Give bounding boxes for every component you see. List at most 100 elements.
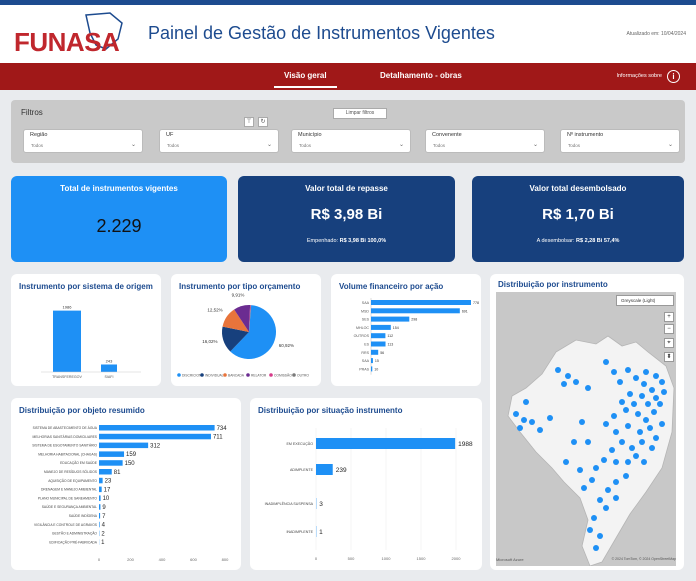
tick-label: VIGILÂNCIA E CONTROLE DE AGRAVOS bbox=[34, 523, 98, 527]
map-layer-chip[interactable]: Greyscale (Light) bbox=[616, 295, 674, 306]
data-label: 778 bbox=[473, 301, 479, 305]
map-point bbox=[659, 379, 665, 385]
kpi-value: R$ 3,98 Bi bbox=[310, 206, 383, 223]
kpi-value: R$ 1,70 Bi bbox=[542, 206, 614, 223]
map-canvas[interactable]: Greyscale (Light) + − ⌖ ⬍ bbox=[496, 292, 676, 566]
map-point bbox=[647, 425, 653, 431]
tick-label: AQUISIÇÃO DE EQUIPAMENTO bbox=[48, 478, 97, 483]
map-point bbox=[555, 367, 561, 373]
tick-label: SES bbox=[362, 318, 370, 322]
map-title: Distribuição por instrumento bbox=[498, 280, 608, 289]
filter-value: Todos bbox=[433, 143, 446, 148]
map-point bbox=[613, 429, 619, 435]
map-point bbox=[605, 487, 611, 493]
map-point bbox=[649, 445, 655, 451]
map-point bbox=[537, 427, 543, 433]
filter-icon[interactable]: ⊤ bbox=[244, 117, 254, 127]
locate-icon[interactable]: ⌖ bbox=[664, 338, 674, 348]
data-label: 691 bbox=[462, 309, 468, 313]
legend-marker bbox=[269, 373, 273, 377]
map-point bbox=[619, 399, 625, 405]
pie-slice-relator bbox=[234, 305, 251, 332]
kpi-sub-value: R$ 2,28 Bi 57,4% bbox=[576, 238, 620, 244]
map-point bbox=[639, 393, 645, 399]
map-credit: Microsoft Azure bbox=[496, 557, 524, 562]
map-point bbox=[613, 479, 619, 485]
info-label[interactable]: Informações sobre bbox=[616, 73, 662, 79]
tab-detalhamento-obras[interactable]: Detalhamento - obras bbox=[380, 71, 462, 80]
panel-volume-acao: Volume financeiro por ação SAA 778 MSD 691 S… bbox=[331, 274, 481, 386]
data-label: 239 bbox=[336, 467, 347, 474]
info-icon[interactable]: i bbox=[667, 70, 680, 83]
tick-label: EDIFICAÇÃO PRÉ-FABRICADA bbox=[49, 539, 97, 544]
map-point bbox=[563, 459, 569, 465]
map-point bbox=[565, 373, 571, 379]
map-point bbox=[653, 395, 659, 401]
data-label: 1 bbox=[319, 529, 323, 536]
data-label: 243 bbox=[106, 358, 113, 363]
map-point bbox=[517, 425, 523, 431]
bar bbox=[371, 358, 373, 364]
bar bbox=[371, 316, 410, 322]
pie-slice-discricion bbox=[230, 305, 276, 359]
map-point bbox=[603, 505, 609, 511]
kpi-title: Valor total desembolsado bbox=[529, 184, 627, 193]
top-accent-bar bbox=[0, 0, 696, 5]
filter-value: Todos bbox=[31, 143, 44, 148]
filters-title: Filtros bbox=[21, 108, 43, 117]
bar bbox=[371, 300, 471, 305]
filter-numero-instrumento[interactable]: Nº instrumento Todos ⌄ bbox=[560, 129, 680, 153]
legend-label: OUTRO bbox=[297, 374, 309, 378]
map-point bbox=[547, 415, 553, 421]
bar bbox=[371, 366, 373, 372]
map-point bbox=[653, 373, 659, 379]
tick-label: SAÚDE INDÍGENA bbox=[69, 514, 98, 518]
tick-label: ADIMPLENTE bbox=[290, 468, 314, 472]
legend-label: DISCRICION bbox=[182, 374, 202, 378]
filter-uf[interactable]: ⊤ ↻ UF Todos ⌄ bbox=[159, 117, 279, 153]
data-label: 56 bbox=[380, 351, 384, 355]
tick-label: MELHORIAS SANITÁRIAS DOMICILIARES bbox=[33, 435, 98, 439]
bar bbox=[99, 486, 102, 493]
brazil-map bbox=[507, 335, 675, 566]
zoom-in-icon[interactable]: + bbox=[664, 312, 674, 322]
data-label: 150 bbox=[125, 461, 136, 467]
filter-value: Todos bbox=[299, 143, 312, 148]
kpi-subtext: Empenhado: R$ 3,98 Bi 100,0% bbox=[238, 238, 455, 244]
legend-marker bbox=[223, 373, 227, 377]
filter-municipio[interactable]: Município Todos ⌄ bbox=[291, 129, 411, 153]
reset-icon[interactable]: ↻ bbox=[258, 117, 268, 127]
map-point bbox=[561, 381, 567, 387]
map-point bbox=[597, 533, 603, 539]
map-point bbox=[591, 515, 597, 521]
legend-marker bbox=[200, 373, 204, 377]
data-label: 2 bbox=[101, 531, 105, 537]
map-point bbox=[635, 411, 641, 417]
kpi-valor-repasse: Valor total de repasse R$ 3,98 Bi Empenh… bbox=[238, 176, 455, 262]
map-copyright: © 2024 TomTom, © 2024 OpenStreetMap bbox=[611, 557, 676, 561]
chevron-down-icon: ⌄ bbox=[532, 142, 538, 148]
tick-label: SAÚDE E SEGURANÇA AMBIENTAL bbox=[42, 505, 97, 509]
map-point bbox=[657, 401, 663, 407]
tick-label: PRAS bbox=[359, 367, 369, 371]
clear-filters-button[interactable]: Limpar filtros bbox=[333, 108, 387, 119]
zoom-out-icon[interactable]: − bbox=[664, 324, 674, 334]
data-label: 10 bbox=[374, 367, 378, 371]
data-label: 10 bbox=[103, 496, 110, 502]
data-label: 23 bbox=[105, 479, 112, 485]
map-point bbox=[661, 389, 667, 395]
filter-regiao[interactable]: Região Todos ⌄ bbox=[23, 129, 143, 153]
chart-title: Distribuição por situação instrumento bbox=[258, 406, 403, 415]
map-point bbox=[641, 381, 647, 387]
tilt-icon[interactable]: ⬍ bbox=[664, 352, 674, 362]
map-point bbox=[613, 495, 619, 501]
filter-convenente[interactable]: Convenente Todos ⌄ bbox=[425, 129, 545, 153]
legend-label: RELATOR bbox=[251, 374, 267, 378]
map-point bbox=[623, 407, 629, 413]
bar bbox=[316, 464, 333, 475]
bar bbox=[371, 333, 386, 339]
tab-visao-geral[interactable]: Visão geral bbox=[274, 71, 336, 88]
bar bbox=[99, 469, 112, 475]
panel-tipo-orcamento: Instrumento por tipo orçamento 60,92% 16,… bbox=[171, 274, 321, 386]
bar bbox=[99, 477, 103, 484]
